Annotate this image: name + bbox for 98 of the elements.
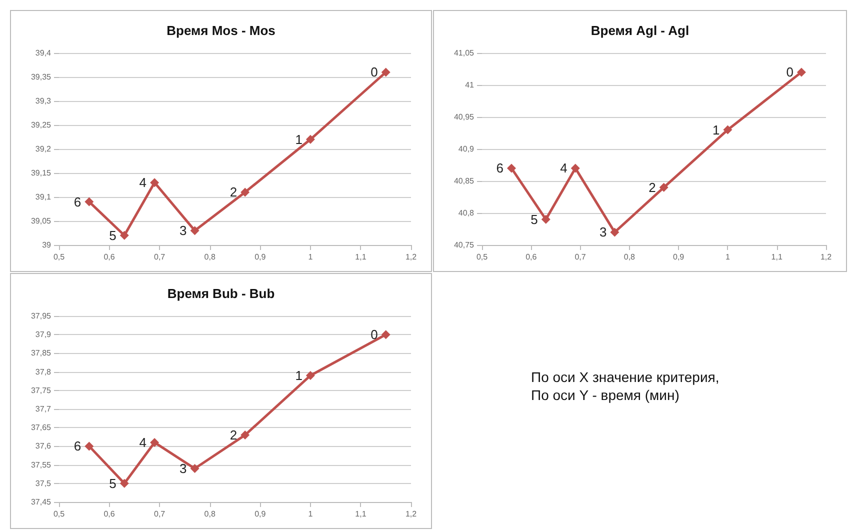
- y-tick-label: 41: [465, 80, 475, 90]
- x-tick-label: 0,5: [53, 252, 66, 262]
- y-tick-label: 37,55: [30, 460, 52, 470]
- point: [120, 230, 129, 240]
- annotation: 5: [530, 212, 538, 227]
- point: [190, 226, 200, 236]
- x-tick-label: 0,6: [104, 510, 116, 518]
- y-tick-label: 39,4: [35, 48, 52, 58]
- point: [84, 197, 94, 206]
- point: [150, 178, 160, 188]
- annotation: 6: [496, 160, 504, 176]
- x-tick-label: 0,6: [104, 252, 116, 262]
- y-tick-label: 39,3: [35, 96, 52, 106]
- annotation: 6: [74, 194, 82, 210]
- y-tick-label: 39,2: [35, 144, 52, 154]
- annotation: 5: [109, 476, 116, 491]
- y-tick-label: 39,35: [30, 72, 52, 82]
- chart-title: Время Mos - Mos: [166, 23, 276, 38]
- y-tick-label: 39,1: [35, 192, 52, 202]
- annotation: 3: [599, 224, 607, 240]
- annotation: 2: [230, 428, 238, 443]
- y-tick-label: 39: [42, 240, 52, 250]
- y-tick-label: 40,75: [454, 240, 475, 250]
- x-tick-label: 1,2: [820, 252, 832, 262]
- annotation: 0: [786, 64, 794, 80]
- x-tick-label: 1: [308, 510, 314, 518]
- x-tick-label: 1,1: [355, 252, 367, 262]
- x-tick-label: 0,5: [53, 510, 66, 518]
- chart-title: Время Agl - Agl: [590, 23, 690, 38]
- annotation: 0: [370, 327, 378, 342]
- point: [506, 164, 516, 173]
- y-tick-label: 37,9: [35, 330, 52, 340]
- annotation: 4: [139, 434, 147, 450]
- y-tick-label: 40,8: [458, 208, 475, 218]
- y-tick-label: 37,65: [30, 423, 52, 432]
- annotation: 3: [180, 461, 187, 476]
- annotation: 1: [712, 122, 720, 138]
- text: По оси Y - время (мин): [531, 386, 680, 404]
- point: [659, 182, 668, 192]
- y-tick-label: 41,05: [454, 48, 475, 58]
- x-tick-label: 0,9: [254, 252, 266, 262]
- x-tick-label: 0,7: [154, 252, 166, 262]
- point: [306, 371, 315, 380]
- y-tick-label: 39,05: [30, 216, 52, 226]
- point: [190, 464, 200, 474]
- y-tick-label: 37,5: [35, 478, 52, 488]
- y-tick-label: 37,75: [30, 386, 52, 395]
- x-tick-label: 1,2: [405, 510, 418, 518]
- y-tick-label: 37,85: [30, 348, 52, 358]
- annotation: 0: [370, 64, 378, 80]
- point: [570, 164, 580, 173]
- x-tick-label: 0,9: [673, 252, 685, 262]
- y-tick-label: 37,45: [30, 498, 52, 506]
- point: [84, 442, 94, 451]
- point: [381, 68, 390, 77]
- y-tick-label: 40,85: [454, 176, 475, 186]
- chart-title: Время Bub - Bub: [167, 286, 275, 301]
- x-tick-label: 0,9: [254, 510, 266, 518]
- point: [240, 188, 250, 197]
- x-tick-label: 1: [308, 252, 314, 262]
- point: [306, 134, 315, 144]
- annotation: 1: [295, 368, 302, 384]
- point: [541, 214, 550, 224]
- x-tick-label: 1: [725, 252, 730, 262]
- x-tick-label: 0,8: [204, 252, 216, 262]
- x-tick-label: 1,1: [771, 252, 783, 262]
- annotation: 4: [560, 160, 568, 176]
- y-tick-label: 37,95: [30, 312, 52, 320]
- point: [240, 430, 250, 440]
- point: [796, 68, 806, 77]
- annotation: 2: [230, 184, 238, 200]
- y-tick-label: 39,25: [30, 120, 52, 130]
- point: [150, 438, 160, 447]
- x-tick-label: 1,2: [405, 252, 418, 262]
- annotation: 3: [180, 223, 187, 238]
- point: [610, 228, 620, 237]
- x-tick-label: 0,5: [476, 252, 488, 262]
- y-tick-label: 37,8: [35, 367, 52, 376]
- annotation: 6: [74, 438, 82, 454]
- x-tick-label: 0,7: [154, 510, 166, 518]
- y-tick-label: 37,7: [35, 404, 52, 414]
- annotation: 4: [139, 175, 147, 190]
- annotation: 1: [295, 132, 302, 147]
- x-tick-label: 0,8: [624, 252, 636, 262]
- x-tick-label: 0,7: [574, 252, 586, 262]
- point: [120, 478, 129, 488]
- x-tick-label: 0,8: [204, 510, 216, 518]
- y-tick-label: 39,15: [30, 168, 52, 178]
- text: По оси X значение критерия,: [531, 368, 720, 386]
- annotation: 5: [109, 228, 116, 243]
- x-tick-label: 0,6: [526, 252, 538, 262]
- annotation: 2: [648, 180, 656, 195]
- y-tick-label: 40,95: [454, 112, 475, 122]
- y-tick-label: 37,6: [35, 442, 52, 451]
- point: [723, 125, 732, 134]
- x-tick-label: 1,1: [355, 510, 367, 518]
- y-tick-label: 40,9: [458, 144, 475, 154]
- point: [381, 330, 390, 340]
